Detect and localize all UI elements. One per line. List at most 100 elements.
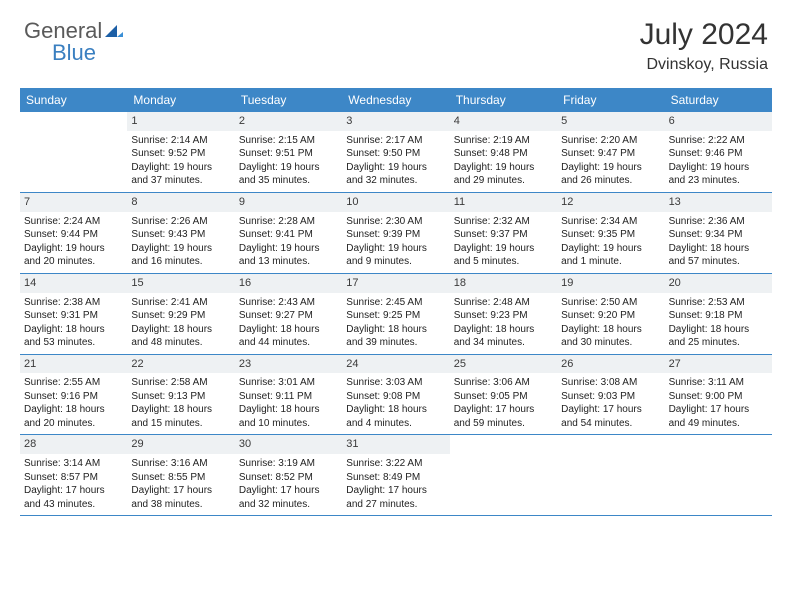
day-cell: 12Sunrise: 2:34 AMSunset: 9:35 PMDayligh…	[557, 193, 664, 273]
day-number: 27	[665, 355, 772, 374]
daylight-text: and 20 minutes.	[24, 417, 123, 431]
daylight-text: Daylight: 19 hours	[669, 161, 768, 175]
sunset-text: Sunset: 8:49 PM	[346, 471, 445, 485]
sunrise-text: Sunrise: 3:16 AM	[131, 457, 230, 471]
sunset-text: Sunset: 9:11 PM	[239, 390, 338, 404]
sunrise-text: Sunrise: 2:30 AM	[346, 215, 445, 229]
daylight-text: and 37 minutes.	[131, 174, 230, 188]
sunset-text: Sunset: 9:23 PM	[454, 309, 553, 323]
daylight-text: and 5 minutes.	[454, 255, 553, 269]
sunrise-text: Sunrise: 2:48 AM	[454, 296, 553, 310]
daylight-text: and 9 minutes.	[346, 255, 445, 269]
sunrise-text: Sunrise: 2:53 AM	[669, 296, 768, 310]
day-cell: 30Sunrise: 3:19 AMSunset: 8:52 PMDayligh…	[235, 435, 342, 515]
daylight-text: Daylight: 19 hours	[24, 242, 123, 256]
daylight-text: Daylight: 19 hours	[131, 161, 230, 175]
daylight-text: Daylight: 18 hours	[669, 323, 768, 337]
sunset-text: Sunset: 9:05 PM	[454, 390, 553, 404]
daylight-text: and 4 minutes.	[346, 417, 445, 431]
day-number: 15	[127, 274, 234, 293]
daylight-text: and 49 minutes.	[669, 417, 768, 431]
daylight-text: Daylight: 19 hours	[346, 161, 445, 175]
day-number: 3	[342, 112, 449, 131]
day-cell: 18Sunrise: 2:48 AMSunset: 9:23 PMDayligh…	[450, 274, 557, 354]
daylight-text: and 27 minutes.	[346, 498, 445, 512]
sunset-text: Sunset: 8:55 PM	[131, 471, 230, 485]
daylight-text: and 32 minutes.	[239, 498, 338, 512]
day-cell: 22Sunrise: 2:58 AMSunset: 9:13 PMDayligh…	[127, 355, 234, 435]
sunset-text: Sunset: 9:27 PM	[239, 309, 338, 323]
sunset-text: Sunset: 9:46 PM	[669, 147, 768, 161]
day-number: 29	[127, 435, 234, 454]
daylight-text: Daylight: 17 hours	[454, 403, 553, 417]
day-cell: 9Sunrise: 2:28 AMSunset: 9:41 PMDaylight…	[235, 193, 342, 273]
month-title: July 2024	[640, 18, 768, 52]
location: Dvinskoy, Russia	[640, 56, 768, 74]
day-number: 26	[557, 355, 664, 374]
daylight-text: and 29 minutes.	[454, 174, 553, 188]
sunset-text: Sunset: 9:18 PM	[669, 309, 768, 323]
day-cell: 25Sunrise: 3:06 AMSunset: 9:05 PMDayligh…	[450, 355, 557, 435]
daylight-text: and 54 minutes.	[561, 417, 660, 431]
daylight-text: and 25 minutes.	[669, 336, 768, 350]
day-cell: 27Sunrise: 3:11 AMSunset: 9:00 PMDayligh…	[665, 355, 772, 435]
sunset-text: Sunset: 9:03 PM	[561, 390, 660, 404]
day-number: 19	[557, 274, 664, 293]
sunset-text: Sunset: 9:37 PM	[454, 228, 553, 242]
sunrise-text: Sunrise: 2:17 AM	[346, 134, 445, 148]
day-cell: 2Sunrise: 2:15 AMSunset: 9:51 PMDaylight…	[235, 112, 342, 192]
day-cell: 1Sunrise: 2:14 AMSunset: 9:52 PMDaylight…	[127, 112, 234, 192]
daylight-text: and 15 minutes.	[131, 417, 230, 431]
sunset-text: Sunset: 9:52 PM	[131, 147, 230, 161]
sunset-text: Sunset: 8:52 PM	[239, 471, 338, 485]
day-cell: .	[450, 435, 557, 515]
daylight-text: Daylight: 18 hours	[239, 323, 338, 337]
sunset-text: Sunset: 9:50 PM	[346, 147, 445, 161]
day-cell: 24Sunrise: 3:03 AMSunset: 9:08 PMDayligh…	[342, 355, 449, 435]
sunrise-text: Sunrise: 2:19 AM	[454, 134, 553, 148]
daylight-text: and 48 minutes.	[131, 336, 230, 350]
day-cell: 14Sunrise: 2:38 AMSunset: 9:31 PMDayligh…	[20, 274, 127, 354]
sunset-text: Sunset: 9:34 PM	[669, 228, 768, 242]
daylight-text: Daylight: 17 hours	[239, 484, 338, 498]
logo: GeneralBlue	[24, 18, 124, 66]
sunrise-text: Sunrise: 2:20 AM	[561, 134, 660, 148]
sunrise-text: Sunrise: 3:11 AM	[669, 376, 768, 390]
daylight-text: Daylight: 18 hours	[346, 403, 445, 417]
sunrise-text: Sunrise: 3:22 AM	[346, 457, 445, 471]
daylight-text: Daylight: 19 hours	[239, 161, 338, 175]
day-number: 22	[127, 355, 234, 374]
daylight-text: and 38 minutes.	[131, 498, 230, 512]
sunrise-text: Sunrise: 2:28 AM	[239, 215, 338, 229]
daylight-text: Daylight: 18 hours	[346, 323, 445, 337]
day-cell: 26Sunrise: 3:08 AMSunset: 9:03 PMDayligh…	[557, 355, 664, 435]
sunrise-text: Sunrise: 2:32 AM	[454, 215, 553, 229]
daylight-text: Daylight: 17 hours	[669, 403, 768, 417]
daylight-text: and 59 minutes.	[454, 417, 553, 431]
sunrise-text: Sunrise: 2:50 AM	[561, 296, 660, 310]
daylight-text: Daylight: 17 hours	[346, 484, 445, 498]
day-cell: .	[665, 435, 772, 515]
sunset-text: Sunset: 9:31 PM	[24, 309, 123, 323]
day-cell: 29Sunrise: 3:16 AMSunset: 8:55 PMDayligh…	[127, 435, 234, 515]
daylight-text: and 35 minutes.	[239, 174, 338, 188]
day-cell: 21Sunrise: 2:55 AMSunset: 9:16 PMDayligh…	[20, 355, 127, 435]
page-header: GeneralBlue July 2024 Dvinskoy, Russia	[0, 0, 792, 80]
day-cell: 17Sunrise: 2:45 AMSunset: 9:25 PMDayligh…	[342, 274, 449, 354]
day-number: 28	[20, 435, 127, 454]
day-cell: 16Sunrise: 2:43 AMSunset: 9:27 PMDayligh…	[235, 274, 342, 354]
daylight-text: and 23 minutes.	[669, 174, 768, 188]
day-number: 17	[342, 274, 449, 293]
day-number: 1	[127, 112, 234, 131]
daylight-text: Daylight: 18 hours	[454, 323, 553, 337]
sunrise-text: Sunrise: 3:14 AM	[24, 457, 123, 471]
sunset-text: Sunset: 8:57 PM	[24, 471, 123, 485]
daylight-text: and 10 minutes.	[239, 417, 338, 431]
daylight-text: and 13 minutes.	[239, 255, 338, 269]
daylight-text: and 26 minutes.	[561, 174, 660, 188]
day-cell: 19Sunrise: 2:50 AMSunset: 9:20 PMDayligh…	[557, 274, 664, 354]
daylight-text: Daylight: 19 hours	[454, 161, 553, 175]
day-number: 13	[665, 193, 772, 212]
day-cell: .	[20, 112, 127, 192]
sunrise-text: Sunrise: 2:38 AM	[24, 296, 123, 310]
